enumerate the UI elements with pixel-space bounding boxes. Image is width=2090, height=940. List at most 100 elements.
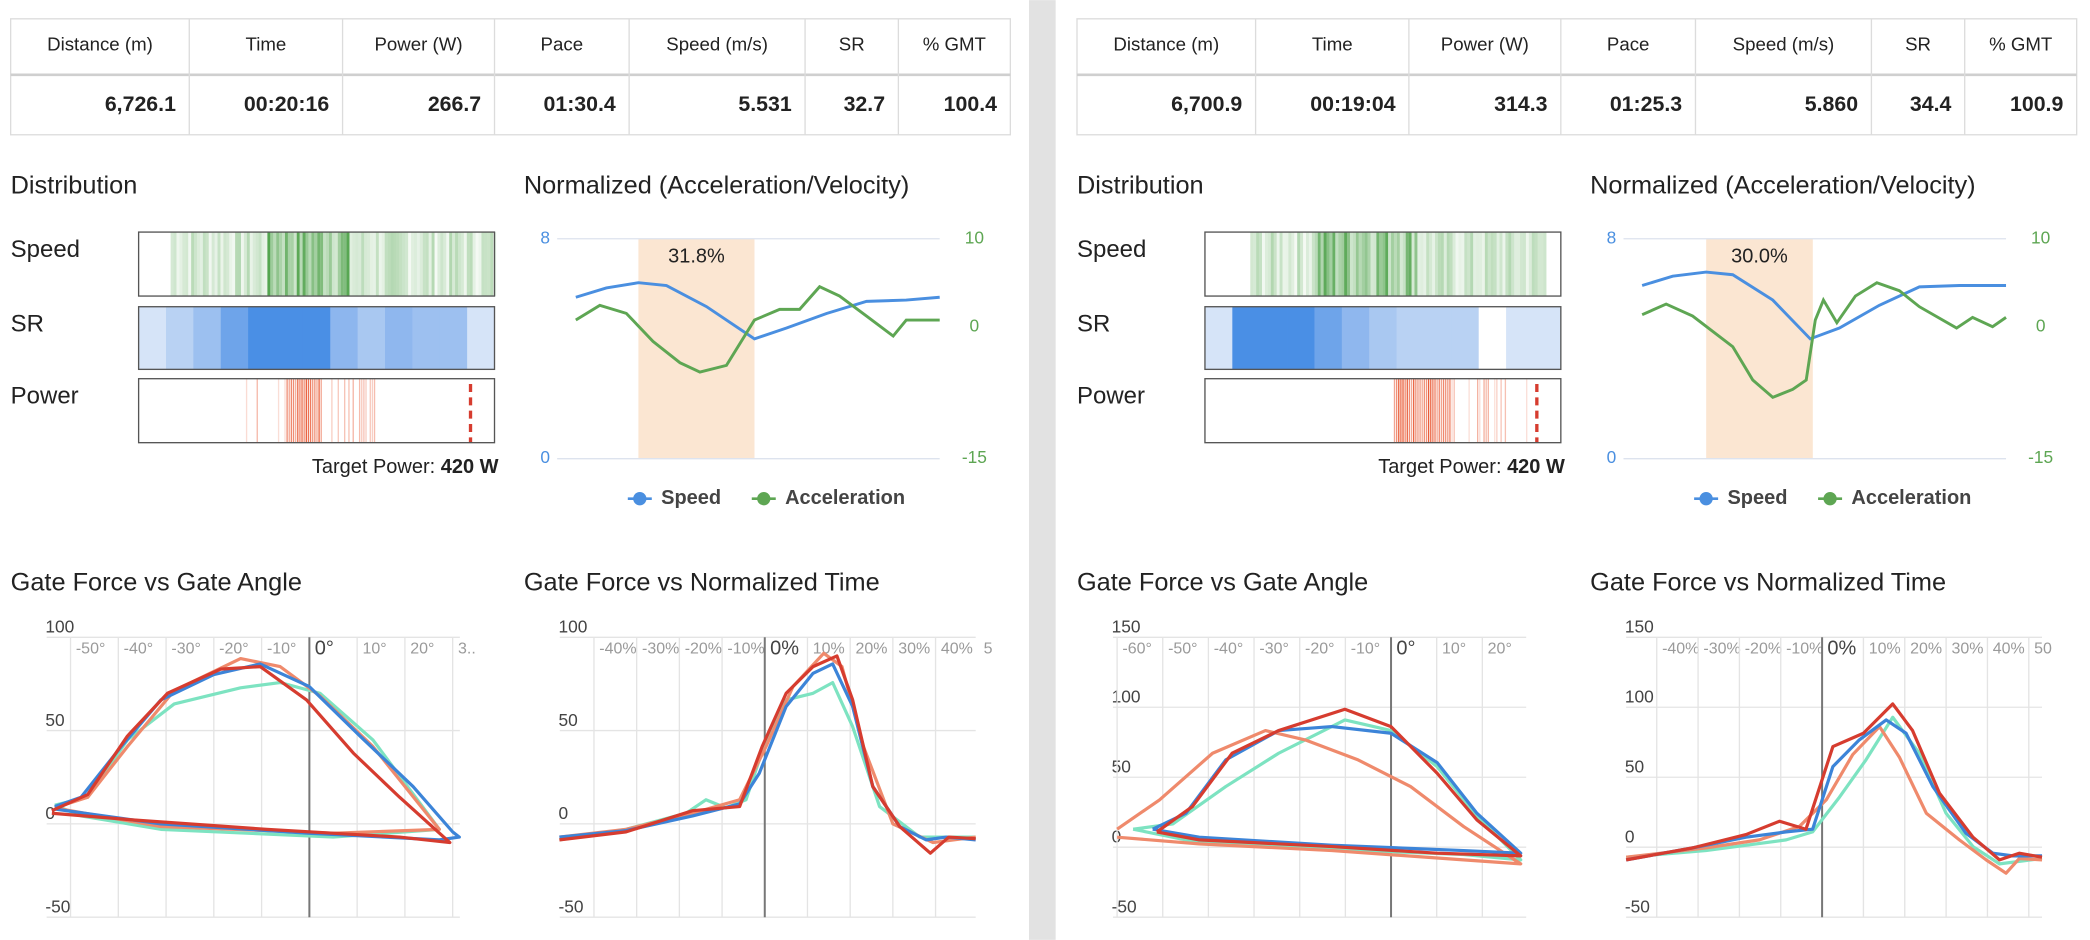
speed-stripe (475, 232, 479, 297)
speed-stripe (1493, 232, 1497, 297)
sr-block (1451, 306, 1480, 370)
x-tick-label: 0° (315, 638, 334, 660)
table-header: Power (W) (374, 33, 462, 54)
y-tick-label: 0 (540, 447, 550, 467)
speed-stripe (1525, 232, 1529, 297)
speed-stripe (299, 232, 303, 297)
speed-stripe (466, 232, 470, 297)
speed-stripe (1261, 232, 1265, 297)
speed-stripe (273, 232, 277, 297)
table-value: 6,726.1 (105, 92, 176, 116)
speed-stripe (431, 232, 435, 297)
speed-stripe (1405, 232, 1409, 297)
speed-stripe (226, 232, 230, 297)
y-tick-label: 100 (45, 617, 74, 637)
table-value: 01:25.3 (1610, 92, 1682, 116)
y-tick-label: 8 (1607, 227, 1617, 247)
y-tick-label: -50 (1625, 896, 1650, 916)
table-value: 314.3 (1494, 92, 1547, 116)
table-header: Distance (m) (47, 33, 153, 54)
speed-stripe (1373, 232, 1377, 297)
speed-stripe (1367, 232, 1371, 297)
speed-stripe (1352, 232, 1356, 297)
x-tick-label: 30% (1951, 640, 1983, 657)
speed-stripe (1329, 232, 1333, 297)
sr-block (248, 306, 276, 370)
speed-stripe (1303, 232, 1306, 297)
line-series (1641, 270, 2007, 341)
speed-stripe (1537, 232, 1541, 297)
speed-stripe (1361, 232, 1365, 297)
speed-stripe (358, 232, 362, 297)
speed-stripe (419, 232, 423, 297)
target-power-label: Target Power: (1378, 456, 1501, 478)
speed-stripe (1502, 232, 1506, 297)
speed-stripe (1273, 232, 1277, 297)
speed-stripe (314, 232, 318, 297)
speed-stripe (1499, 232, 1503, 297)
x-tick-label: -60° (1122, 640, 1152, 657)
speed-stripe (1276, 232, 1280, 297)
x-tick-label: 20% (855, 640, 887, 657)
sr-block (385, 306, 413, 370)
speed-stripe (1349, 232, 1353, 297)
speed-stripe (1461, 232, 1465, 297)
speed-stripe (1270, 232, 1274, 297)
y-tick-label: 50 (558, 710, 577, 730)
x-tick-label: 10° (1442, 640, 1466, 657)
speed-stripe (1496, 232, 1500, 297)
x-tick-label: -50° (76, 640, 106, 657)
speed-stripe (235, 232, 239, 297)
y-tick-label: 0 (1625, 826, 1635, 846)
speed-stripe (384, 232, 388, 297)
sr-block (330, 306, 359, 370)
x-tick-label: 20° (410, 640, 434, 657)
speed-stripe (1455, 232, 1459, 297)
speed-stripe (1531, 232, 1535, 297)
speed-stripe (1481, 232, 1485, 297)
speed-stripe (484, 232, 488, 297)
speed-stripe (173, 232, 177, 297)
speed-stripe (1423, 232, 1427, 297)
speed-stripe (1408, 232, 1412, 297)
speed-stripe (317, 232, 321, 297)
speed-stripe (214, 232, 218, 297)
distribution-row-label: Speed (11, 236, 80, 263)
legend-label: Speed (661, 487, 721, 509)
target-power-label: Target Power: (312, 456, 435, 478)
shade-region (1706, 238, 1813, 459)
speed-stripe (182, 232, 186, 297)
speed-stripe (337, 232, 341, 297)
speed-stripe (434, 232, 438, 297)
y2-tick-label: 0 (970, 315, 980, 335)
speed-stripe (361, 232, 365, 297)
table-value: 6,700.9 (1171, 92, 1242, 116)
speed-stripe (1264, 232, 1268, 297)
speed-stripe (1379, 232, 1383, 297)
y2-tick-label: 10 (2031, 227, 2050, 247)
sr-block (1259, 306, 1288, 370)
speed-stripe (1305, 232, 1309, 297)
table-header: Power (W) (1441, 33, 1529, 54)
speed-stripe (255, 232, 259, 297)
speed-stripe (396, 232, 400, 297)
speed-stripe (1540, 232, 1544, 297)
speed-stripe (1267, 232, 1271, 297)
x-tick-label: 0% (770, 638, 799, 660)
chart-title: Gate Force vs Gate Angle (1077, 569, 1368, 597)
speed-stripe (267, 232, 271, 297)
speed-stripe (320, 232, 324, 297)
speed-stripe (1490, 232, 1494, 297)
speed-stripe (311, 232, 315, 297)
speed-stripe (217, 232, 221, 297)
sr-block (1232, 306, 1261, 370)
sr-block (1506, 306, 1534, 370)
speed-stripe (1511, 232, 1515, 297)
speed-stripe (1411, 232, 1415, 297)
speed-stripe (340, 232, 344, 297)
speed-stripe (229, 232, 233, 297)
y-tick-label: 150 (1112, 617, 1141, 637)
speed-stripe (326, 232, 329, 297)
y-tick-label: 100 (1625, 687, 1654, 707)
legend-label: Acceleration (785, 487, 905, 509)
